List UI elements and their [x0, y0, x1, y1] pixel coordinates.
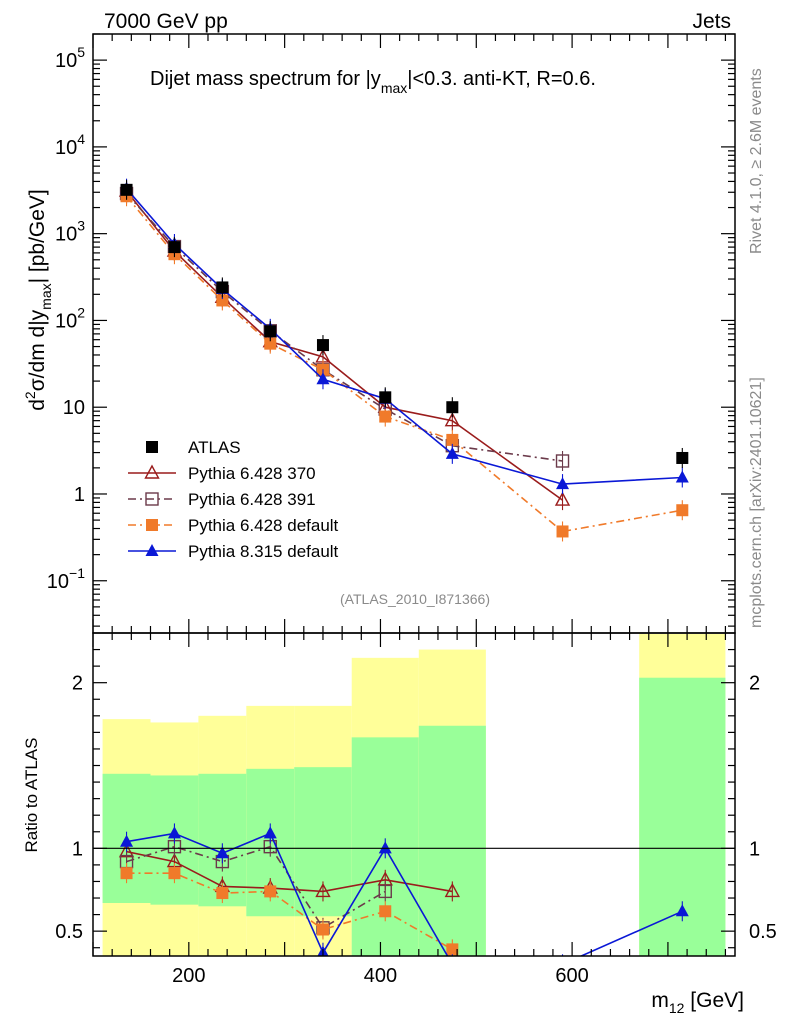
analysis-id-watermark: (ATLAS_2010_I871366)	[340, 591, 490, 607]
main-ytick-label-2: 103	[55, 218, 85, 246]
main-ytick-label-0: 105	[55, 44, 85, 72]
ratio-plot-area	[118, 823, 689, 969]
main-series-0-point-2	[216, 281, 229, 294]
ratio-series-3-point-5	[379, 905, 392, 918]
legend-marker-2	[145, 492, 159, 506]
legend-label-1: Pythia 6.428 370	[188, 464, 316, 483]
main-series-0-point-0	[120, 183, 133, 196]
main-series-1-point-6	[444, 412, 461, 427]
header-left: 7000 GeV pp	[104, 10, 228, 33]
header-right: Jets	[692, 10, 731, 33]
ratio-y-axis-label: Ratio to ATLAS	[22, 738, 41, 853]
ratio-series-3-point-2	[216, 887, 229, 900]
main-series-0-point-6	[446, 401, 459, 414]
ratio-series-2-point-5	[378, 884, 392, 899]
main-ytick-label-5: 1	[74, 484, 85, 506]
main-series-4-point-4	[316, 372, 330, 385]
main-ytick-label-1: 104	[55, 131, 85, 159]
main-series-0-point-5	[379, 391, 392, 404]
chart-title: Dijet mass spectrum for |ymax|<0.3. anti…	[150, 68, 596, 96]
ratio-series-4-point-3	[263, 826, 277, 839]
main-series-0-point-3	[264, 325, 277, 338]
axis-ticks	[92, 33, 735, 956]
legend-label-0: ATLAS	[188, 438, 241, 457]
main-series-1-point-7	[554, 491, 571, 506]
ratio-series-3-point-1	[168, 867, 181, 880]
green-band-6	[418, 725, 486, 956]
main-ytick-label-3: 102	[55, 304, 85, 332]
ratio-ytick-label-right-0: 2	[749, 673, 760, 695]
ratio-ytick-label-1: 1	[72, 838, 83, 860]
ratio-series-4-point-8	[675, 904, 689, 917]
ratio-series-4-point-1	[167, 826, 181, 839]
main-series-4-point-8	[675, 470, 689, 483]
legend: ATLAS Pythia 6.428 370 Pythia 6.428 391 Pyt…	[128, 438, 339, 561]
ratio-ytick-label-0: 2	[72, 673, 83, 695]
ratio-ytick-label-right-1: 1	[749, 838, 760, 860]
legend-marker-3	[146, 519, 158, 531]
x-axis-label: m12 [GeV]	[651, 989, 744, 1016]
ratio-ytick-label-2: 0.5	[55, 921, 83, 943]
legend-marker-1	[144, 464, 160, 479]
main-ytick-label-4: 10	[63, 397, 85, 419]
main-series-0-point-4	[316, 339, 329, 352]
legend-marker-4	[145, 544, 159, 556]
ratio-series-4-point-0	[120, 834, 134, 847]
main-series-1-line	[125, 190, 563, 501]
legend-label-2: Pythia 6.428 391	[188, 490, 316, 509]
ratio-series-3-point-0	[120, 867, 133, 880]
ratio-ytick-label-right-2: 0.5	[749, 921, 777, 943]
legend-label-4: Pythia 8.315 default	[188, 542, 339, 561]
main-series-3-point-3	[264, 337, 277, 350]
xtick-label-2: 600	[555, 965, 588, 987]
legend-label-3: Pythia 6.428 default	[188, 516, 339, 535]
rivet-version-label: Rivet 4.1.0, ≥ 2.6M events	[748, 68, 765, 254]
main-plot-area	[118, 178, 689, 542]
main-series-3-point-8	[676, 504, 689, 517]
ratio-uncertainty-bands	[102, 634, 726, 956]
green-band-7	[639, 677, 726, 956]
ratio-series-3-point-4	[316, 923, 329, 936]
ratio-series-1-point-6	[444, 882, 461, 898]
main-series-0-point-1	[168, 241, 181, 254]
ratio-series-4-point-5	[378, 841, 392, 854]
xtick-label-0: 200	[172, 965, 205, 987]
main-series-3-point-6	[446, 433, 459, 446]
main-series-3-point-2	[216, 294, 229, 307]
main-series-2-point-7	[555, 454, 570, 468]
mcplots-source-label: mcplots.cern.ch [arXiv:2401.10621]	[748, 377, 765, 628]
main-series-2-line	[125, 192, 563, 462]
ratio-series-1-point-4	[315, 882, 331, 898]
ratio-series-3-point-3	[264, 885, 277, 898]
main-series-3-point-5	[379, 410, 392, 423]
main-y-axis-label: d2σ/dm d|ymax| [pb/GeV]	[22, 189, 54, 411]
legend-marker-0	[146, 441, 158, 453]
ratio-series-4-point-2	[215, 846, 229, 859]
main-series-3-point-7	[556, 525, 569, 538]
ratio-series-2-line	[126, 845, 386, 929]
ratio-series-4-point-6	[446, 957, 459, 969]
main-ytick-label-6: 10−1	[47, 565, 85, 593]
main-series-0-point-8	[676, 451, 689, 464]
main-series-4-point-7	[556, 477, 570, 490]
ratio-series-3-point-6	[446, 943, 459, 956]
xtick-label-1: 400	[364, 965, 397, 987]
main-series-4-point-6	[445, 446, 459, 459]
ratio-frame	[92, 632, 736, 957]
